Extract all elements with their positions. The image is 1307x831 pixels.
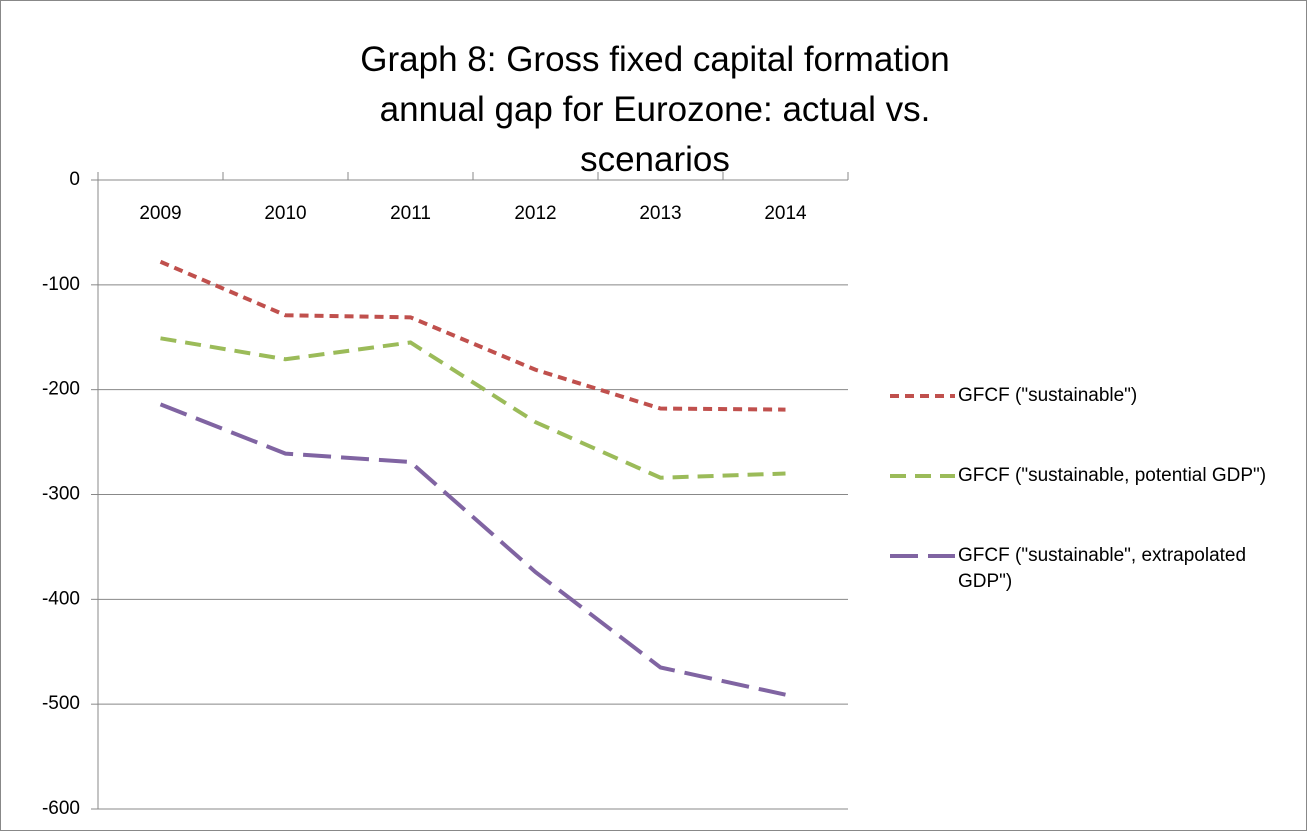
- x-tick-label: 2011: [390, 203, 431, 224]
- x-tick-label: 2014: [764, 203, 807, 224]
- y-tick-label: -600: [42, 798, 80, 819]
- x-tick-label: 2013: [639, 203, 681, 224]
- legend-label: GFCF ("sustainable", extrapolated GDP"): [958, 545, 1247, 592]
- y-tick-label: -300: [42, 484, 80, 505]
- x-tick-label: 2009: [139, 203, 181, 224]
- series-line: [159, 402, 786, 697]
- y-tick-label: -200: [42, 379, 80, 400]
- y-tick-label: -100: [42, 274, 80, 295]
- legend-label: GFCF ("sustainable, potential GDP"): [958, 465, 1267, 486]
- series-line: [159, 259, 786, 412]
- legend-label: GFCF ("sustainable"): [958, 385, 1138, 406]
- y-tick-label: 0: [69, 169, 80, 190]
- chart-title: Graph 8: Gross fixed capital formation a…: [360, 40, 950, 179]
- x-tick-label: 2010: [264, 203, 306, 224]
- series-line: [160, 336, 786, 480]
- y-tick-label: -400: [42, 588, 80, 609]
- y-tick-label: -500: [42, 693, 80, 714]
- x-tick-label: 2012: [514, 203, 556, 224]
